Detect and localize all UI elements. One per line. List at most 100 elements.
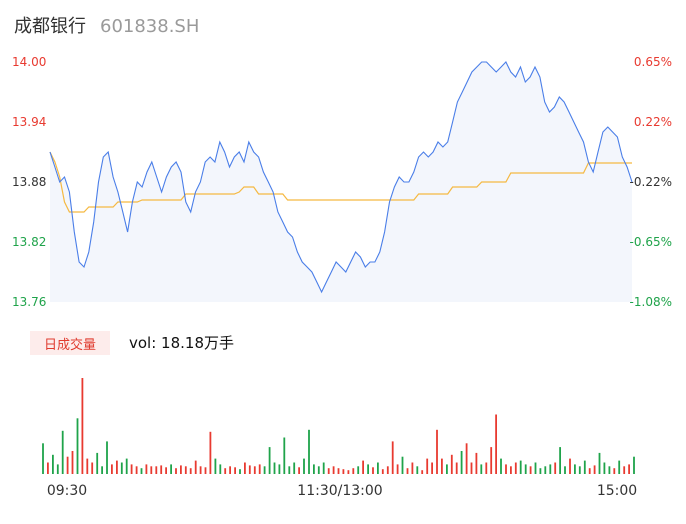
volume-bar <box>106 441 108 474</box>
x-tick-label: 11:30/13:00 <box>297 483 382 499</box>
volume-bar <box>288 466 291 474</box>
volume-bar <box>441 458 443 474</box>
volume-bar <box>120 462 123 474</box>
volume-bar <box>332 466 335 474</box>
volume-bar <box>416 466 419 474</box>
volume-bar <box>574 464 576 474</box>
volume-summary: vol: 18.18万手 <box>129 334 234 352</box>
volume-bar <box>623 466 626 474</box>
volume-bar <box>253 466 256 474</box>
volume-bar <box>342 469 345 474</box>
volume-bar <box>357 466 360 474</box>
volume-bar <box>421 470 424 474</box>
volume-bar <box>322 462 325 474</box>
volume-bar <box>42 443 44 474</box>
volume-bar <box>455 462 458 474</box>
volume-bar <box>76 418 79 474</box>
y-tick-left: 13.94 <box>12 115 46 129</box>
volume-bar <box>470 462 473 474</box>
y-tick-left: 14.00 <box>12 55 46 69</box>
volume-bar <box>327 468 330 474</box>
volume-bar <box>155 466 158 474</box>
volume-bar <box>406 468 409 474</box>
volume-bar <box>101 466 103 474</box>
volume-bar <box>564 466 566 474</box>
volume-bar <box>578 466 581 474</box>
volume-bar <box>544 466 547 474</box>
volume-bar <box>514 462 517 474</box>
x-tick-label: 09:30 <box>47 483 87 499</box>
volume-bar <box>140 468 143 474</box>
volume-bar <box>539 468 542 474</box>
volume-bar <box>386 466 389 474</box>
price-area <box>50 62 632 302</box>
volume-bar <box>111 464 113 474</box>
volume-bar <box>588 468 591 474</box>
volume-bar <box>263 466 266 474</box>
volume-bar <box>446 464 448 474</box>
volume-bar <box>229 466 231 474</box>
y-tick-right: 0.22% <box>634 115 672 129</box>
volume-bar <box>377 462 379 474</box>
volume-bar <box>71 451 74 474</box>
volume-bar <box>475 452 478 474</box>
volume-bar <box>313 464 315 474</box>
volume-bar <box>317 466 320 474</box>
volume-bar <box>61 430 64 474</box>
volume-bar <box>86 458 89 474</box>
volume-bar <box>116 460 118 474</box>
volume-bar <box>554 462 557 474</box>
volume-bar <box>559 447 561 474</box>
volume-bar <box>56 464 59 474</box>
volume-bar <box>150 466 153 474</box>
y-tick-right: -0.22% <box>630 175 672 189</box>
volume-bar <box>52 454 54 474</box>
volume-bar <box>396 464 399 474</box>
volume-bar <box>337 468 340 474</box>
volume-bar <box>165 467 167 474</box>
y-tick-right: -1.08% <box>630 295 672 309</box>
volume-bar <box>618 460 621 474</box>
volume-bar <box>633 456 635 474</box>
volume-bar <box>519 460 522 474</box>
volume-bar <box>450 454 453 474</box>
volume-bar <box>460 451 463 474</box>
volume-bar <box>524 464 527 474</box>
volume-bar <box>628 464 630 474</box>
volume-bar <box>613 468 616 474</box>
volume-bar <box>248 465 251 474</box>
volume-tag[interactable]: 日成交量 <box>30 331 110 355</box>
volume-bar <box>204 467 207 474</box>
volume-bar <box>145 464 148 474</box>
volume-bar <box>66 456 69 474</box>
volume-bar <box>293 462 296 474</box>
volume-bar <box>401 456 404 474</box>
volume-bar <box>278 464 281 474</box>
volume-bar <box>362 460 364 474</box>
volume-bar <box>175 468 177 474</box>
y-tick-left: 13.82 <box>12 235 46 249</box>
volume-bar <box>529 466 532 474</box>
volume-bar <box>184 466 187 474</box>
volume-bar <box>426 458 429 474</box>
y-tick-left: 13.88 <box>12 175 46 189</box>
volume-bar <box>239 469 241 474</box>
volume-bar <box>96 452 99 474</box>
volume-bar <box>500 458 502 474</box>
volume-bar <box>199 466 202 474</box>
volume-bar <box>47 462 49 474</box>
volume-bar <box>372 467 374 474</box>
volume-bar <box>608 466 611 474</box>
volume-bar <box>135 466 138 474</box>
volume-bar <box>194 460 197 474</box>
volume-bar <box>160 465 163 474</box>
volume-bar <box>431 462 433 474</box>
x-tick-label: 15:00 <box>597 483 637 499</box>
volume-bar <box>258 464 261 474</box>
volume-bar <box>170 464 172 474</box>
volume-bar <box>603 462 606 474</box>
y-tick-right: 0.65% <box>634 55 672 69</box>
y-tick-right: -0.65% <box>630 235 672 249</box>
volume-bar <box>219 464 222 474</box>
